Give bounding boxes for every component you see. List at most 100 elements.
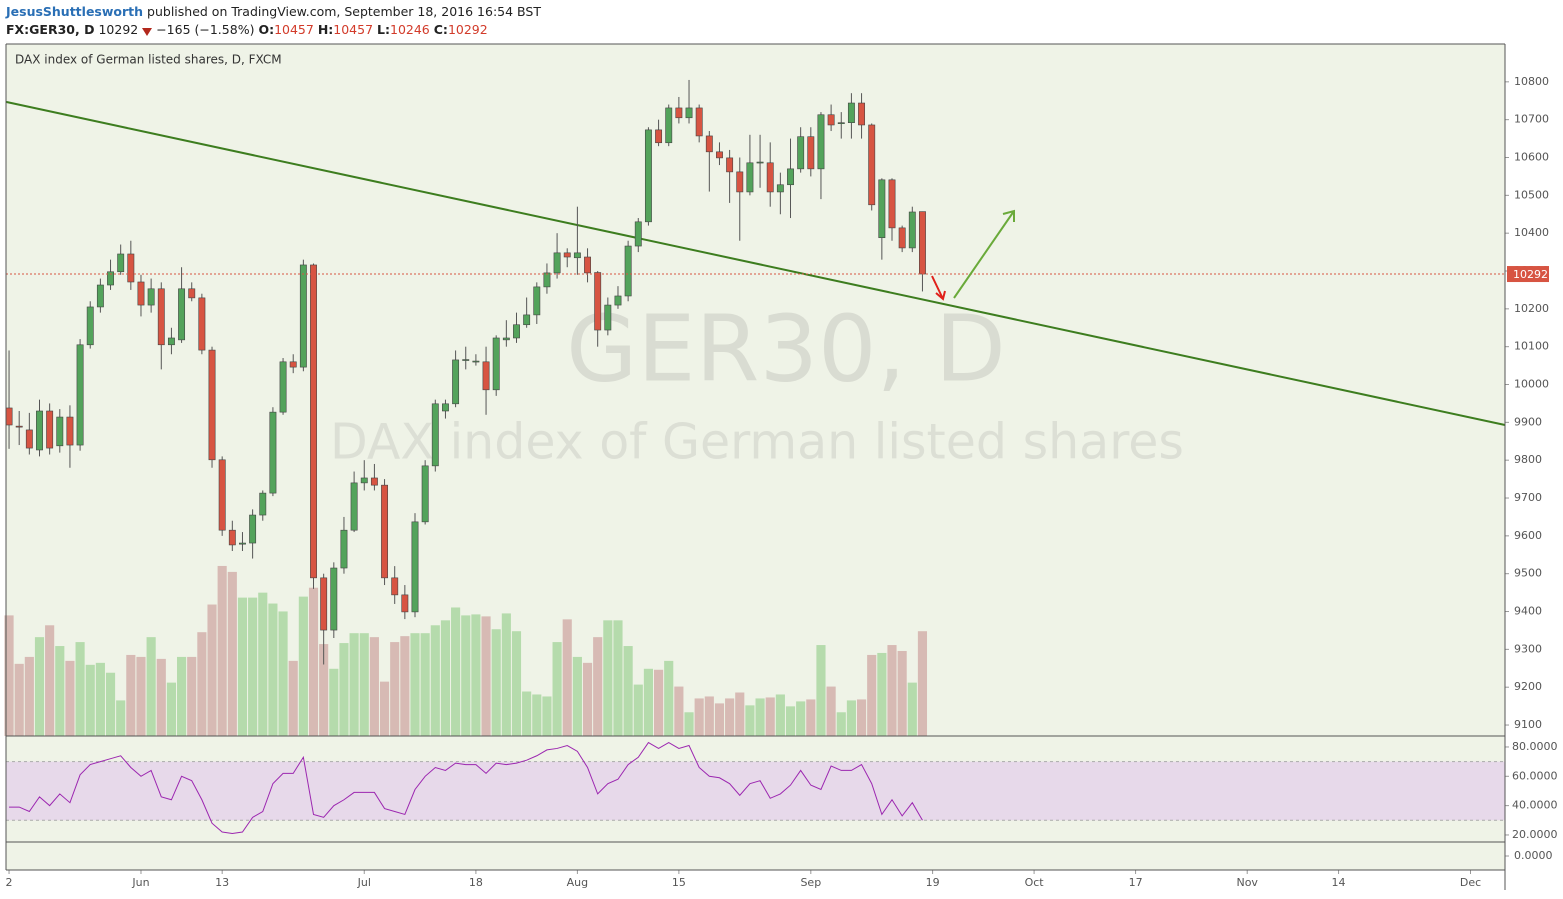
last-price-box <box>1507 266 1549 283</box>
candle-body <box>837 122 845 124</box>
volume-bar <box>451 607 461 736</box>
volume-bar <box>714 703 725 736</box>
volume-bar <box>85 664 95 736</box>
candle-body <box>5 407 13 426</box>
candle-body <box>502 337 510 341</box>
volume-bar <box>806 699 816 736</box>
candle-body <box>807 136 815 170</box>
volume-bar <box>562 619 572 736</box>
candle-body <box>340 529 348 569</box>
volume-bar <box>765 697 775 736</box>
volume-bar <box>379 681 390 736</box>
volume-bar <box>400 636 410 736</box>
volume-bar <box>613 620 623 736</box>
candle-body <box>523 314 531 326</box>
candle-body <box>46 410 54 449</box>
candle-body <box>401 594 409 613</box>
volume-bar <box>166 682 176 736</box>
volume-bar <box>623 646 633 736</box>
pane-title: DAX index of German listed shares, D, FX… <box>15 53 282 67</box>
ohlc-label: H: <box>317 22 334 37</box>
candle-body <box>675 107 683 119</box>
volume-bar <box>75 642 85 736</box>
candle-body <box>259 492 267 516</box>
volume-bar <box>735 692 745 736</box>
candle-body <box>908 211 916 249</box>
header-line2: FX:GER30, D 10292 −165 (−1.58%) O:10457 … <box>6 21 541 39</box>
trendline <box>5 100 1506 426</box>
volume-bar <box>390 642 400 736</box>
down-arrow <box>931 275 946 301</box>
change: −165 (−1.58%) <box>156 22 255 37</box>
volume-bar <box>501 613 511 736</box>
candle-body <box>117 253 125 273</box>
candle-body <box>391 577 399 596</box>
x-tick-label: 15 <box>672 876 686 889</box>
volume-bar <box>694 698 704 736</box>
candle-body <box>15 425 23 428</box>
x-tick-label: Oct <box>1025 876 1045 889</box>
x-tick-label: 18 <box>469 876 483 889</box>
candle-body <box>584 256 591 274</box>
candle-body <box>644 129 652 223</box>
candle-body <box>310 264 317 579</box>
volume-bar <box>836 712 846 736</box>
volume-bar <box>329 668 339 736</box>
candle-body <box>695 107 703 137</box>
volume-bar <box>45 625 55 736</box>
volume-bar <box>369 637 379 736</box>
volume-bar <box>775 694 785 736</box>
volume-bar <box>542 696 552 736</box>
y-tick-label: 9200 <box>1514 680 1542 693</box>
candle-body <box>624 245 632 297</box>
volume-bar <box>55 646 65 736</box>
candle-body <box>716 151 723 159</box>
candle-body <box>898 227 906 249</box>
candle-body <box>218 459 226 531</box>
candle-body <box>776 184 784 193</box>
up-arrow <box>953 209 1015 299</box>
candle-body <box>381 484 389 579</box>
candle-body <box>797 136 805 170</box>
volume-bar <box>785 706 796 736</box>
ohlc: O:10457 H:10457 L:10246 C:10292 <box>258 22 487 37</box>
header-line1: JesusShuttlesworth published on TradingV… <box>6 3 541 21</box>
ohlc-label: C: <box>433 22 448 37</box>
volume-bar <box>826 686 836 736</box>
candle-body <box>878 179 886 239</box>
volume-bar <box>684 712 694 736</box>
candle-body <box>157 288 165 346</box>
volume-bar <box>440 620 451 736</box>
volume-bar <box>126 654 136 736</box>
candle-body <box>553 252 561 274</box>
y-tick-label: 10100 <box>1514 340 1549 353</box>
x-tick-label: Jul <box>357 876 371 889</box>
candle-body <box>198 297 206 351</box>
volume-bar <box>308 587 319 736</box>
volume-bar <box>907 682 917 736</box>
volume-bar <box>65 660 75 736</box>
candle-body <box>614 295 622 306</box>
volume-bar <box>237 597 248 736</box>
volume-bar <box>339 643 349 736</box>
candle-body <box>350 482 358 531</box>
candle-body <box>817 114 825 170</box>
volume-bar <box>156 658 166 736</box>
volume-bar <box>654 669 664 736</box>
author[interactable]: JesusShuttlesworth <box>6 4 144 19</box>
candle-body <box>411 521 419 613</box>
candle-body <box>594 272 602 331</box>
volume-bar <box>14 663 24 736</box>
candle-body <box>543 272 551 288</box>
candle-body <box>76 344 84 446</box>
volume-bar <box>319 644 329 736</box>
candle-body <box>665 107 673 144</box>
volume-bar <box>725 698 735 736</box>
volume-bar <box>197 632 207 736</box>
volume-bar <box>674 686 684 736</box>
candle-body <box>888 179 896 229</box>
candle-body <box>472 360 480 363</box>
candle-body <box>847 102 855 123</box>
